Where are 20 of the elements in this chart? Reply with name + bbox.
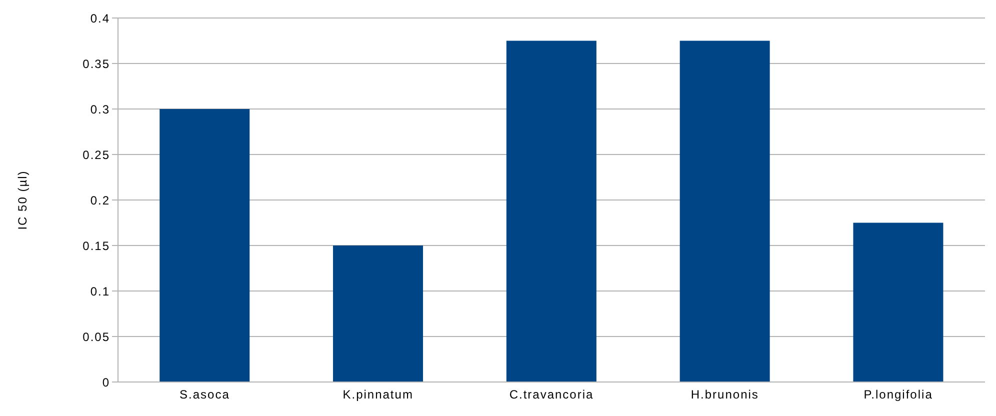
- bar: [853, 222, 944, 382]
- y-tick-label: 0.05: [82, 330, 110, 344]
- y-tick-label: 0.4: [90, 11, 110, 26]
- x-tick-label: K.pinnatum: [342, 388, 414, 402]
- y-axis-title: IC 50 (µl): [15, 170, 30, 230]
- x-tick-label: H.brunonis: [690, 388, 759, 402]
- bar: [506, 40, 596, 382]
- x-tick-label: P.longifolia: [864, 388, 933, 402]
- y-tick-label: 0.25: [82, 148, 110, 162]
- y-tick-label: 0.2: [90, 193, 110, 208]
- bar: [333, 246, 424, 382]
- y-tick-label: 0.15: [82, 238, 110, 253]
- y-tick-label: 0.1: [90, 284, 110, 298]
- x-tick-label: S.asoca: [180, 388, 230, 402]
- y-tick-label: 0.3: [90, 102, 110, 116]
- bar: [680, 40, 770, 382]
- y-tick-label: 0.35: [82, 56, 110, 71]
- y-tick-label: 0: [102, 375, 110, 390]
- bar: [160, 109, 250, 382]
- x-tick-label: C.travancoria: [509, 388, 594, 402]
